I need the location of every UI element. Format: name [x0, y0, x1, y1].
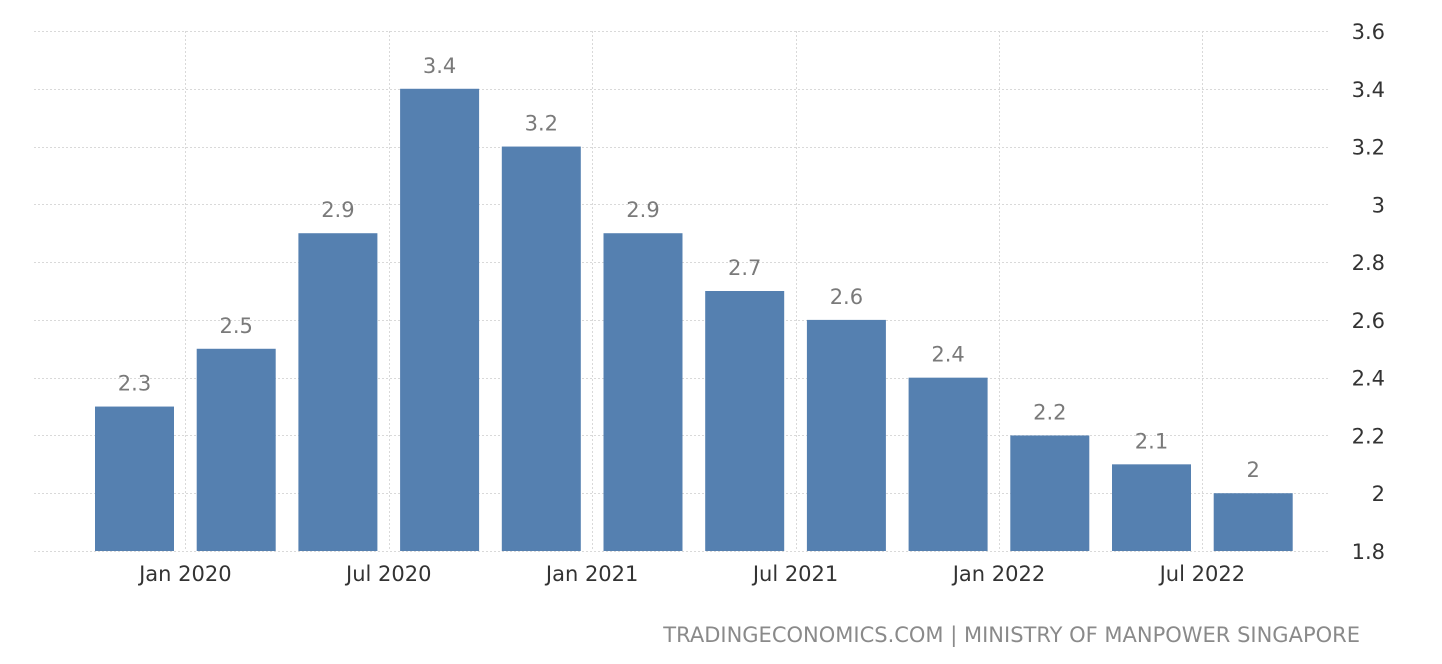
bar-labels: 2.3 2.5 2.9 3.4 3.2 2.9 2.7 2.6 2.4 2.2 2.1 2 [118, 54, 1260, 482]
bar-value-label: 2.7 [728, 256, 761, 280]
bar-value-label: 2.9 [626, 198, 659, 222]
bar-value-label: 2.1 [1135, 429, 1168, 453]
bar [603, 233, 683, 551]
bar [1010, 435, 1090, 551]
bar [1213, 493, 1293, 551]
bar-value-label: 2.9 [321, 198, 354, 222]
bar [95, 406, 174, 551]
bar-value-label: 3.2 [525, 112, 558, 136]
bar [705, 291, 785, 551]
y-tick-label: 2.6 [1352, 309, 1385, 333]
bar-value-label: 2.5 [219, 314, 252, 338]
bar [196, 348, 276, 551]
y-tick-label: 1.8 [1352, 540, 1385, 564]
x-tick-label: Jul 2020 [344, 562, 431, 586]
bar-value-label: 2.6 [830, 285, 863, 309]
x-tick-label: Jul 2022 [1158, 562, 1245, 586]
bar [806, 319, 886, 551]
x-axis: Jan 2020 Jul 2020 Jan 2021 Jul 2021 Jan 2022… [137, 562, 1245, 586]
bar [501, 146, 581, 552]
y-tick-label: 3.6 [1352, 20, 1385, 44]
bar-value-label: 2 [1247, 458, 1260, 482]
bar [908, 377, 988, 551]
x-tick-label: Jan 2020 [137, 562, 232, 586]
bar-value-label: 3.4 [423, 54, 456, 78]
bars [95, 88, 1293, 552]
y-tick-label: 2.4 [1352, 367, 1385, 391]
y-tick-label: 2 [1372, 482, 1385, 506]
x-tick-label: Jul 2021 [751, 562, 838, 586]
y-tick-label: 3.2 [1352, 136, 1385, 160]
bar-value-label: 2.2 [1033, 400, 1066, 424]
bar-value-label: 2.3 [118, 372, 151, 396]
bar-value-label: 2.4 [931, 343, 964, 367]
x-tick-label: Jan 2022 [951, 562, 1046, 586]
y-tick-label: 3 [1372, 193, 1385, 217]
source-credit: TRADINGECONOMICS.COM | MINISTRY OF MANPO… [662, 623, 1360, 648]
y-tick-label: 2.8 [1352, 251, 1385, 275]
bar [298, 233, 378, 551]
y-tick-label: 2.2 [1352, 424, 1385, 448]
y-axis: 1.8 2 2.2 2.4 2.6 2.8 3 3.2 3.4 3.6 [1352, 20, 1385, 564]
y-tick-label: 3.4 [1352, 78, 1385, 102]
bar [400, 88, 480, 552]
bar [1112, 464, 1191, 551]
x-tick-label: Jan 2021 [544, 562, 639, 586]
